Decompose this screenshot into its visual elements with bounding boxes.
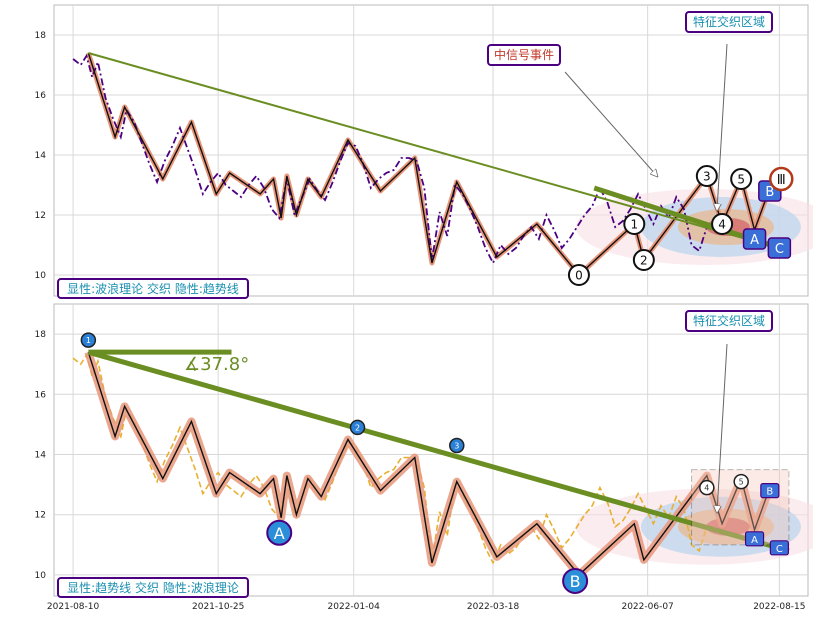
panel-caption: 显性:波浪理论 交织 隐性:趋势线 bbox=[67, 281, 239, 296]
x-tick-label: 2022-08-15 bbox=[753, 602, 805, 612]
abc-badge-label: A bbox=[751, 535, 758, 546]
roman-badge bbox=[769, 166, 794, 192]
x-tick-label: 2021-08-10 bbox=[47, 602, 100, 612]
caption-box bbox=[57, 278, 249, 299]
pivot-marker bbox=[349, 419, 366, 436]
y-tick-label: 10 bbox=[35, 271, 47, 281]
y-tick-label: 10 bbox=[35, 571, 47, 581]
big-badge bbox=[562, 567, 589, 594]
pivot-marker bbox=[733, 473, 749, 490]
wave-point-label: 0 bbox=[575, 269, 583, 283]
abc-badge-label: B bbox=[766, 487, 773, 498]
event-box bbox=[487, 44, 561, 66]
event-arrow bbox=[564, 71, 657, 176]
x-tick-label: 2022-01-04 bbox=[328, 602, 381, 612]
event-label: 中信号事件 bbox=[494, 47, 554, 62]
abc-badge-label: C bbox=[775, 242, 784, 257]
y-tick-label: 18 bbox=[35, 31, 47, 41]
wave-point-label: 2 bbox=[640, 254, 648, 268]
wave-point-marker bbox=[730, 168, 753, 190]
pivot-label: 5 bbox=[739, 478, 744, 487]
x-tick-label: 2022-03-18 bbox=[467, 602, 520, 612]
pivot-label: 2 bbox=[355, 423, 360, 432]
big-badge bbox=[266, 519, 293, 546]
zone-arrow bbox=[717, 43, 728, 210]
big-badge-label: A bbox=[274, 524, 285, 543]
panel-bottom: 1012141618∡37.8°12345ABABC特征交织区域2021-08-… bbox=[35, 303, 813, 612]
abc-badge bbox=[769, 540, 789, 556]
wave-line bbox=[87, 351, 771, 576]
y-tick-label: 12 bbox=[35, 511, 46, 521]
pivot-label: 4 bbox=[704, 484, 709, 493]
caption-box bbox=[57, 577, 249, 598]
wave-point-marker bbox=[623, 213, 646, 235]
abc-badge bbox=[760, 483, 780, 499]
abc-badge bbox=[767, 237, 792, 259]
pivot-marker bbox=[80, 332, 97, 348]
abc-badge-label: B bbox=[765, 185, 774, 200]
y-tick-label: 14 bbox=[35, 451, 47, 461]
zone-label: 特征交织区域 bbox=[693, 14, 765, 29]
abc-badge-label: A bbox=[750, 233, 759, 248]
wave-point-label: 4 bbox=[718, 218, 726, 232]
price-series-line bbox=[72, 53, 708, 266]
roman-badge-label: Ⅲ bbox=[777, 173, 786, 188]
pivot-marker bbox=[699, 479, 715, 496]
big-badge-label: B bbox=[570, 572, 581, 591]
y-tick-label: 12 bbox=[35, 211, 46, 221]
x-tick-label: 2021-10-25 bbox=[192, 602, 244, 612]
trend-line bbox=[88, 52, 790, 252]
y-tick-label: 16 bbox=[35, 91, 47, 101]
zone-box bbox=[685, 11, 773, 33]
angle-label: ∡37.8° bbox=[184, 354, 249, 375]
zone-box bbox=[685, 310, 773, 332]
y-tick-label: 14 bbox=[35, 151, 47, 161]
pivot-marker bbox=[449, 437, 465, 454]
y-tick-label: 18 bbox=[35, 330, 47, 340]
zone-arrow bbox=[717, 343, 728, 512]
wave-point-marker bbox=[632, 249, 655, 271]
wave-point-label: 3 bbox=[703, 170, 711, 184]
zone-label: 特征交织区域 bbox=[693, 313, 765, 328]
pivot-label: 3 bbox=[454, 441, 459, 450]
x-tick-label: 2022-06-07 bbox=[621, 602, 673, 612]
wave-line bbox=[87, 52, 771, 277]
wave-point-marker bbox=[567, 264, 590, 286]
y-tick-label: 16 bbox=[35, 390, 47, 400]
pivot-label: 1 bbox=[86, 336, 91, 345]
panel-caption: 显性:趋势线 交织 隐性:波浪理论 bbox=[67, 580, 239, 595]
wave-point-label: 1 bbox=[630, 218, 638, 232]
wave-point-marker bbox=[711, 213, 734, 235]
price-series-line bbox=[72, 353, 708, 565]
abc-badge bbox=[744, 531, 765, 547]
abc-badge-label: C bbox=[776, 544, 783, 555]
abc-badge bbox=[742, 228, 767, 250]
trend-line bbox=[87, 349, 790, 554]
wave-point-label: 5 bbox=[737, 173, 745, 187]
wave-point-marker bbox=[695, 165, 718, 187]
